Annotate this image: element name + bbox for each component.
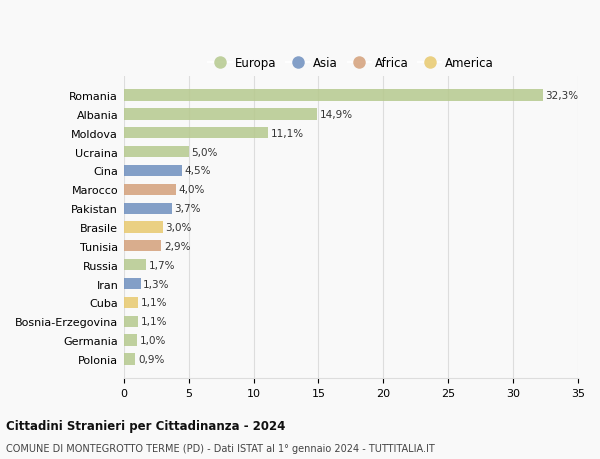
Bar — [124, 109, 317, 120]
Text: 4,5%: 4,5% — [185, 166, 211, 176]
Text: 1,7%: 1,7% — [148, 260, 175, 270]
Text: 4,0%: 4,0% — [178, 185, 205, 195]
Bar — [124, 353, 136, 365]
Text: 3,0%: 3,0% — [166, 223, 192, 233]
Text: 5,0%: 5,0% — [191, 147, 218, 157]
Bar — [124, 184, 176, 196]
Text: 3,7%: 3,7% — [175, 204, 201, 214]
Text: 1,1%: 1,1% — [140, 298, 167, 308]
Text: 1,1%: 1,1% — [140, 317, 167, 326]
Bar — [124, 259, 146, 271]
Bar — [124, 90, 543, 101]
Text: 1,0%: 1,0% — [139, 336, 166, 345]
Bar — [124, 147, 188, 158]
Legend: Europa, Asia, Africa, America: Europa, Asia, Africa, America — [203, 52, 499, 75]
Text: 0,9%: 0,9% — [138, 354, 164, 364]
Text: Cittadini Stranieri per Cittadinanza - 2024: Cittadini Stranieri per Cittadinanza - 2… — [6, 419, 286, 432]
Bar — [124, 297, 138, 308]
Bar — [124, 241, 161, 252]
Bar — [124, 316, 138, 327]
Bar — [124, 165, 182, 177]
Bar — [124, 128, 268, 139]
Text: 32,3%: 32,3% — [545, 91, 578, 101]
Text: 2,9%: 2,9% — [164, 241, 191, 251]
Text: COMUNE DI MONTEGROTTO TERME (PD) - Dati ISTAT al 1° gennaio 2024 - TUTTITALIA.IT: COMUNE DI MONTEGROTTO TERME (PD) - Dati … — [6, 443, 435, 453]
Bar — [124, 335, 137, 346]
Text: 11,1%: 11,1% — [271, 129, 304, 139]
Bar — [124, 278, 140, 290]
Text: 1,3%: 1,3% — [143, 279, 170, 289]
Bar — [124, 222, 163, 233]
Text: 14,9%: 14,9% — [320, 110, 353, 120]
Bar — [124, 203, 172, 214]
